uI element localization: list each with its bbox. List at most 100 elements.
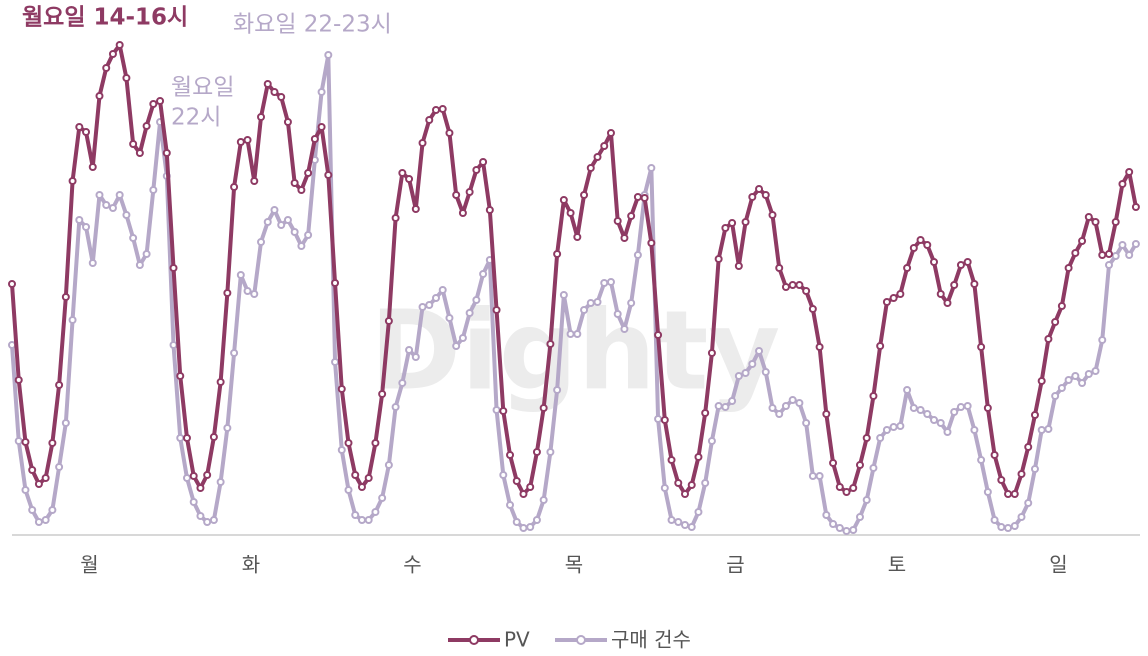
point bbox=[600, 279, 609, 287]
point bbox=[566, 209, 575, 217]
point bbox=[115, 191, 124, 199]
point bbox=[149, 100, 158, 108]
point bbox=[445, 314, 454, 322]
point bbox=[129, 140, 138, 148]
point bbox=[714, 255, 723, 263]
point bbox=[586, 164, 595, 172]
point bbox=[405, 175, 414, 183]
point bbox=[1078, 237, 1087, 245]
point bbox=[627, 212, 636, 220]
point bbox=[849, 526, 858, 534]
point bbox=[633, 251, 642, 259]
point bbox=[196, 512, 205, 520]
point bbox=[1084, 213, 1093, 221]
point bbox=[889, 294, 898, 302]
x-tick-label: 월 bbox=[80, 553, 98, 577]
point bbox=[1131, 240, 1140, 248]
point bbox=[835, 524, 844, 532]
point bbox=[674, 518, 683, 526]
point bbox=[707, 349, 716, 357]
point bbox=[916, 236, 925, 244]
point bbox=[620, 325, 629, 333]
point bbox=[849, 484, 858, 492]
point bbox=[431, 294, 440, 302]
point bbox=[257, 113, 266, 121]
point bbox=[1084, 370, 1093, 378]
point bbox=[748, 360, 757, 368]
point bbox=[270, 206, 279, 214]
point bbox=[371, 439, 380, 447]
point bbox=[182, 474, 191, 482]
point bbox=[324, 171, 333, 179]
point bbox=[304, 169, 313, 177]
point bbox=[277, 221, 286, 229]
point bbox=[734, 262, 743, 270]
point bbox=[290, 179, 299, 187]
point bbox=[896, 422, 905, 430]
point bbox=[1118, 180, 1127, 188]
point bbox=[135, 149, 144, 157]
point bbox=[364, 474, 373, 482]
point bbox=[438, 286, 447, 294]
point bbox=[701, 409, 710, 417]
point bbox=[755, 185, 764, 193]
point bbox=[923, 241, 932, 249]
point bbox=[687, 523, 696, 531]
point bbox=[734, 372, 743, 380]
point bbox=[61, 293, 70, 301]
point bbox=[936, 419, 945, 427]
point bbox=[795, 399, 804, 407]
annotation: 22시 bbox=[171, 105, 221, 131]
point bbox=[842, 488, 851, 496]
point bbox=[263, 80, 272, 88]
point bbox=[1131, 203, 1140, 211]
point bbox=[977, 343, 986, 351]
point bbox=[1104, 261, 1113, 269]
point bbox=[411, 205, 420, 213]
point bbox=[1051, 392, 1060, 400]
point bbox=[633, 193, 642, 201]
point bbox=[519, 490, 528, 498]
point bbox=[923, 410, 932, 418]
point bbox=[398, 379, 407, 387]
point bbox=[277, 93, 286, 101]
point bbox=[122, 74, 131, 82]
point bbox=[613, 310, 622, 318]
point bbox=[156, 97, 165, 105]
point bbox=[903, 264, 912, 272]
point bbox=[344, 486, 353, 494]
point bbox=[384, 461, 393, 469]
point bbox=[586, 299, 595, 307]
point bbox=[1104, 250, 1113, 258]
point bbox=[741, 369, 750, 377]
point bbox=[223, 424, 232, 432]
point bbox=[983, 404, 992, 412]
point bbox=[855, 513, 864, 521]
point bbox=[930, 258, 939, 266]
point bbox=[135, 261, 144, 269]
point bbox=[28, 466, 37, 474]
point bbox=[768, 211, 777, 219]
point bbox=[862, 496, 871, 504]
legend-label: 구매 건수 bbox=[611, 628, 691, 652]
point bbox=[795, 281, 804, 289]
point bbox=[970, 426, 979, 434]
point bbox=[539, 404, 548, 412]
point bbox=[835, 483, 844, 491]
point bbox=[1125, 251, 1134, 259]
point bbox=[654, 331, 663, 339]
point bbox=[1098, 251, 1107, 259]
point bbox=[882, 298, 891, 306]
point bbox=[1071, 372, 1080, 380]
point bbox=[606, 278, 615, 286]
point bbox=[580, 306, 589, 314]
point bbox=[391, 403, 400, 411]
point bbox=[1111, 218, 1120, 226]
point bbox=[425, 116, 434, 124]
point bbox=[479, 270, 488, 278]
point bbox=[472, 296, 481, 304]
point bbox=[755, 347, 764, 355]
point bbox=[681, 521, 689, 529]
point bbox=[882, 426, 891, 434]
